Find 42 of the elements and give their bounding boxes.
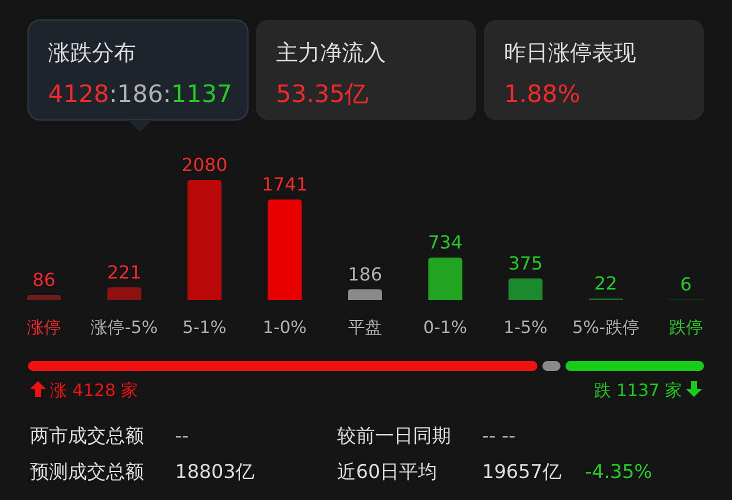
text: 19657亿 (482, 461, 562, 483)
text: 4128:186:1137 (48, 80, 232, 108)
x-tick-label: 跌停 (669, 318, 703, 338)
bar (27, 295, 61, 300)
text: 跌 1137 家 (594, 381, 682, 401)
data-label: 375 (508, 253, 543, 274)
x-tick-label: 1-5% (504, 318, 548, 338)
text: 1.88% (504, 80, 580, 108)
text: 18803亿 (175, 461, 254, 483)
text: 两市成交总额 (30, 425, 144, 447)
text: 涨跌分布 (48, 41, 136, 66)
data-label: 2080 (182, 155, 228, 176)
x-tick-label: 涨停-5% (90, 318, 158, 338)
data-label: 734 (428, 232, 462, 254)
bar (348, 289, 382, 300)
x-tick-label: 平盘 (348, 318, 382, 338)
text: 主力净流入 (276, 41, 386, 66)
data-label: 221 (107, 262, 142, 284)
text: 较前一日同期 (337, 425, 451, 447)
text: 昨日涨停表现 (504, 41, 636, 66)
x-tick-label: 0-1% (423, 318, 468, 338)
text: 涨 4128 家 (50, 381, 138, 401)
text: -4.35% (585, 461, 652, 483)
text: 53.35亿 (276, 80, 369, 108)
data-label: 86 (32, 270, 56, 292)
data-label: 186 (348, 264, 382, 286)
text: 预测成交总额 (30, 461, 144, 483)
data-label: 1741 (262, 174, 308, 196)
bar (268, 200, 302, 300)
bar (188, 180, 222, 300)
text: 近60日平均 (337, 461, 438, 483)
bar (107, 287, 142, 300)
x-tick-label: 5%-跌停 (572, 318, 640, 338)
x-tick-label: 涨停 (27, 318, 61, 338)
data-label: 22 (594, 274, 618, 295)
x-tick-label: 5-1% (182, 318, 226, 338)
text: -- -- (482, 425, 516, 447)
x-tick-label: 1-0% (262, 318, 307, 338)
text: -- (175, 425, 189, 447)
bar (428, 258, 462, 300)
data-label: 6 (680, 274, 692, 296)
bar (508, 278, 542, 300)
